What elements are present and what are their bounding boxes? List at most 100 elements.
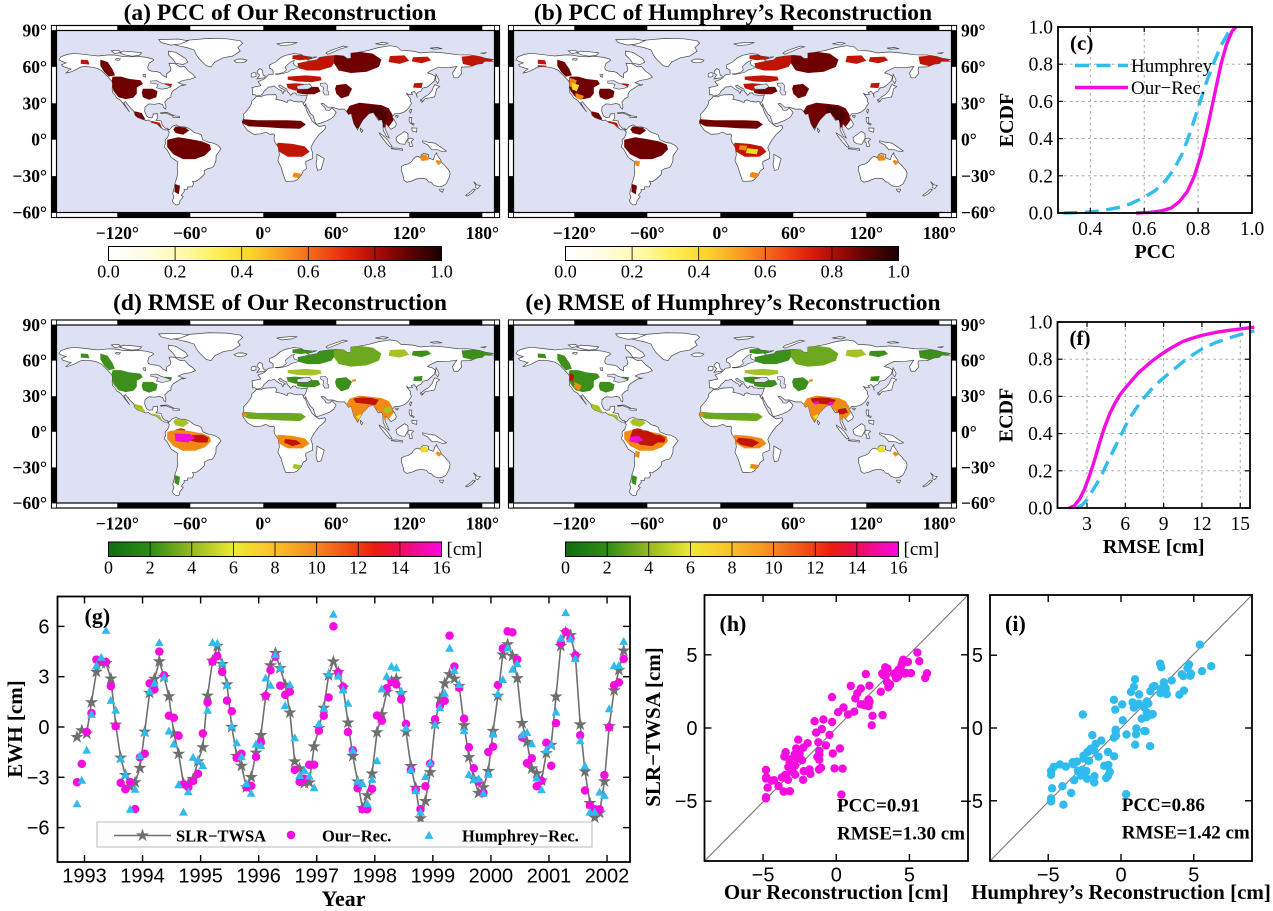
svg-text:0.0: 0.0 bbox=[554, 262, 577, 282]
svg-text:Our−Rec.: Our−Rec. bbox=[322, 827, 391, 846]
svg-text:120°: 120° bbox=[850, 223, 883, 243]
svg-text:5: 5 bbox=[1188, 865, 1199, 887]
svg-text:(i): (i) bbox=[1005, 611, 1026, 636]
svg-text:−60°: −60° bbox=[630, 514, 664, 534]
svg-text:5: 5 bbox=[686, 645, 697, 667]
svg-text:0.4: 0.4 bbox=[687, 262, 710, 282]
svg-text:0.8: 0.8 bbox=[821, 262, 844, 282]
svg-text:0.0: 0.0 bbox=[1029, 204, 1053, 225]
svg-text:RMSE [cm]: RMSE [cm] bbox=[1103, 536, 1205, 558]
svg-text:0.6: 0.6 bbox=[297, 262, 320, 282]
svg-text:[cm]: [cm] bbox=[904, 539, 940, 560]
svg-text:30°: 30° bbox=[961, 93, 986, 113]
svg-text:−5: −5 bbox=[1037, 865, 1060, 887]
svg-text:1994: 1994 bbox=[120, 866, 165, 888]
svg-text:0: 0 bbox=[38, 717, 49, 739]
svg-text:0.2: 0.2 bbox=[1029, 166, 1053, 187]
svg-text:1999: 1999 bbox=[411, 866, 456, 888]
svg-text:0.0: 0.0 bbox=[97, 262, 120, 282]
svg-text:−120°: −120° bbox=[96, 223, 139, 243]
svg-text:90°: 90° bbox=[23, 21, 48, 41]
svg-text:0°: 0° bbox=[31, 130, 47, 150]
svg-text:1.0: 1.0 bbox=[887, 262, 910, 282]
svg-text:0.2: 0.2 bbox=[1028, 461, 1052, 482]
svg-text:−5: −5 bbox=[752, 865, 775, 887]
svg-text:16: 16 bbox=[890, 558, 908, 578]
svg-text:0.0: 0.0 bbox=[1028, 499, 1052, 520]
svg-text:3: 3 bbox=[1082, 514, 1092, 535]
svg-text:−120°: −120° bbox=[553, 514, 596, 534]
svg-text:Our Reconstruction [cm]: Our Reconstruction [cm] bbox=[724, 880, 949, 904]
svg-text:0.8: 0.8 bbox=[1029, 55, 1053, 76]
svg-text:12: 12 bbox=[1192, 514, 1212, 535]
svg-text:0.4: 0.4 bbox=[1028, 424, 1053, 445]
svg-text:0.2: 0.2 bbox=[164, 262, 187, 282]
svg-text:0°: 0° bbox=[31, 422, 47, 442]
svg-text:1.0: 1.0 bbox=[1028, 313, 1052, 334]
svg-text:(d) RMSE of Our Reconstruction: (d) RMSE of Our Reconstruction bbox=[113, 290, 447, 316]
svg-text:120°: 120° bbox=[850, 514, 883, 534]
svg-text:10: 10 bbox=[765, 558, 783, 578]
svg-text:0.4: 0.4 bbox=[230, 262, 253, 282]
svg-text:180°: 180° bbox=[466, 223, 499, 243]
svg-text:16: 16 bbox=[433, 558, 451, 578]
svg-text:(b) PCC of Humphrey’s Reconstr: (b) PCC of Humphrey’s Reconstruction bbox=[534, 0, 932, 26]
svg-text:2002: 2002 bbox=[585, 866, 630, 888]
svg-text:0: 0 bbox=[831, 865, 842, 887]
svg-text:SLR−TWSA: SLR−TWSA bbox=[176, 827, 266, 846]
svg-text:1998: 1998 bbox=[353, 866, 398, 888]
svg-text:PCC=0.91: PCC=0.91 bbox=[837, 795, 920, 816]
svg-text:2000: 2000 bbox=[469, 866, 514, 888]
svg-text:−60°: −60° bbox=[961, 493, 995, 513]
svg-text:0: 0 bbox=[972, 718, 983, 740]
svg-text:0.8: 0.8 bbox=[1186, 219, 1210, 240]
svg-text:RMSE=1.30 cm: RMSE=1.30 cm bbox=[837, 823, 965, 844]
svg-text:5: 5 bbox=[972, 645, 983, 667]
svg-text:60°: 60° bbox=[961, 351, 986, 371]
svg-text:0.8: 0.8 bbox=[1028, 350, 1052, 371]
svg-text:60°: 60° bbox=[324, 223, 349, 243]
svg-text:60°: 60° bbox=[781, 514, 806, 534]
svg-text:−60°: −60° bbox=[13, 203, 47, 223]
svg-text:−30°: −30° bbox=[961, 166, 995, 186]
svg-text:14: 14 bbox=[848, 558, 866, 578]
svg-text:(a) PCC of Our Reconstruction: (a) PCC of Our Reconstruction bbox=[124, 0, 437, 26]
svg-text:15: 15 bbox=[1230, 514, 1250, 535]
svg-text:−3: −3 bbox=[27, 767, 50, 789]
svg-text:180°: 180° bbox=[923, 514, 956, 534]
svg-text:−30°: −30° bbox=[961, 457, 995, 477]
svg-text:0.4: 0.4 bbox=[1078, 219, 1103, 240]
svg-text:120°: 120° bbox=[393, 223, 426, 243]
svg-text:−5: −5 bbox=[960, 791, 983, 813]
svg-text:8: 8 bbox=[271, 558, 280, 578]
svg-text:0.6: 0.6 bbox=[1029, 92, 1054, 113]
svg-text:1993: 1993 bbox=[62, 866, 107, 888]
svg-text:−30°: −30° bbox=[13, 166, 47, 186]
svg-text:60°: 60° bbox=[781, 223, 806, 243]
svg-text:14: 14 bbox=[391, 558, 409, 578]
svg-text:PCC=0.86: PCC=0.86 bbox=[1122, 795, 1205, 816]
svg-text:0: 0 bbox=[686, 718, 697, 740]
svg-text:120°: 120° bbox=[393, 514, 426, 534]
svg-text:0.6: 0.6 bbox=[754, 262, 777, 282]
svg-text:ECDF: ECDF bbox=[996, 93, 1018, 147]
svg-text:0°: 0° bbox=[961, 130, 977, 150]
svg-text:4: 4 bbox=[644, 558, 653, 578]
svg-text:1996: 1996 bbox=[236, 866, 281, 888]
svg-text:Humphrey’s Reconstruction [cm]: Humphrey’s Reconstruction [cm] bbox=[971, 880, 1271, 904]
svg-text:0°: 0° bbox=[712, 223, 728, 243]
svg-text:0°: 0° bbox=[255, 514, 271, 534]
svg-text:90°: 90° bbox=[23, 315, 48, 335]
svg-text:0: 0 bbox=[561, 558, 570, 578]
svg-text:Our−Rec.: Our−Rec. bbox=[1131, 78, 1206, 99]
svg-text:6: 6 bbox=[229, 558, 238, 578]
svg-text:(f): (f) bbox=[1070, 326, 1091, 350]
svg-text:−120°: −120° bbox=[96, 514, 139, 534]
svg-text:PCC: PCC bbox=[1134, 241, 1175, 263]
svg-text:−5: −5 bbox=[675, 791, 698, 813]
svg-text:180°: 180° bbox=[466, 514, 499, 534]
svg-text:0: 0 bbox=[1115, 865, 1126, 887]
svg-text:2001: 2001 bbox=[527, 866, 572, 888]
svg-text:0: 0 bbox=[104, 558, 113, 578]
svg-text:−60°: −60° bbox=[630, 223, 664, 243]
